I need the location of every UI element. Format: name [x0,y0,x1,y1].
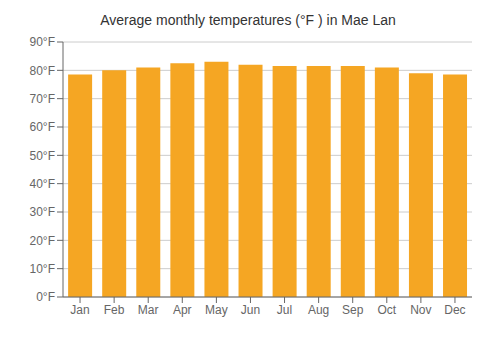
html-text:Average monthly temperatures (: Average monthly temperatures (°F ) in Ma… [100,12,396,28]
svg-text:Nov: Nov [410,303,431,317]
svg-text:0°F: 0°F [36,290,55,304]
svg-text:Feb: Feb [104,303,125,317]
svg-text:60°F: 60°F [30,120,55,134]
svg-text:90°F: 90°F [30,35,55,49]
svg-text:Dec: Dec [444,303,465,317]
svg-text:May: May [205,303,228,317]
svg-text:10°F: 10°F [30,262,55,276]
svg-text:50°F: 50°F [30,149,55,163]
svg-text:Apr: Apr [173,303,192,317]
svg-text:30°F: 30°F [30,205,55,219]
svg-text:Jun: Jun [241,303,260,317]
svg-text:20°F: 20°F [30,234,55,248]
svg-text:Sep: Sep [342,303,364,317]
svg-text:Aug: Aug [308,303,329,317]
svg-text:40°F: 40°F [30,177,55,191]
svg-text:70°F: 70°F [30,92,55,106]
svg-text:Mar: Mar [138,303,159,317]
svg-text:Jan: Jan [70,303,89,317]
svg-text:Oct: Oct [377,303,396,317]
svg-text:Jul: Jul [277,303,292,317]
svg-text:80°F: 80°F [30,64,55,78]
